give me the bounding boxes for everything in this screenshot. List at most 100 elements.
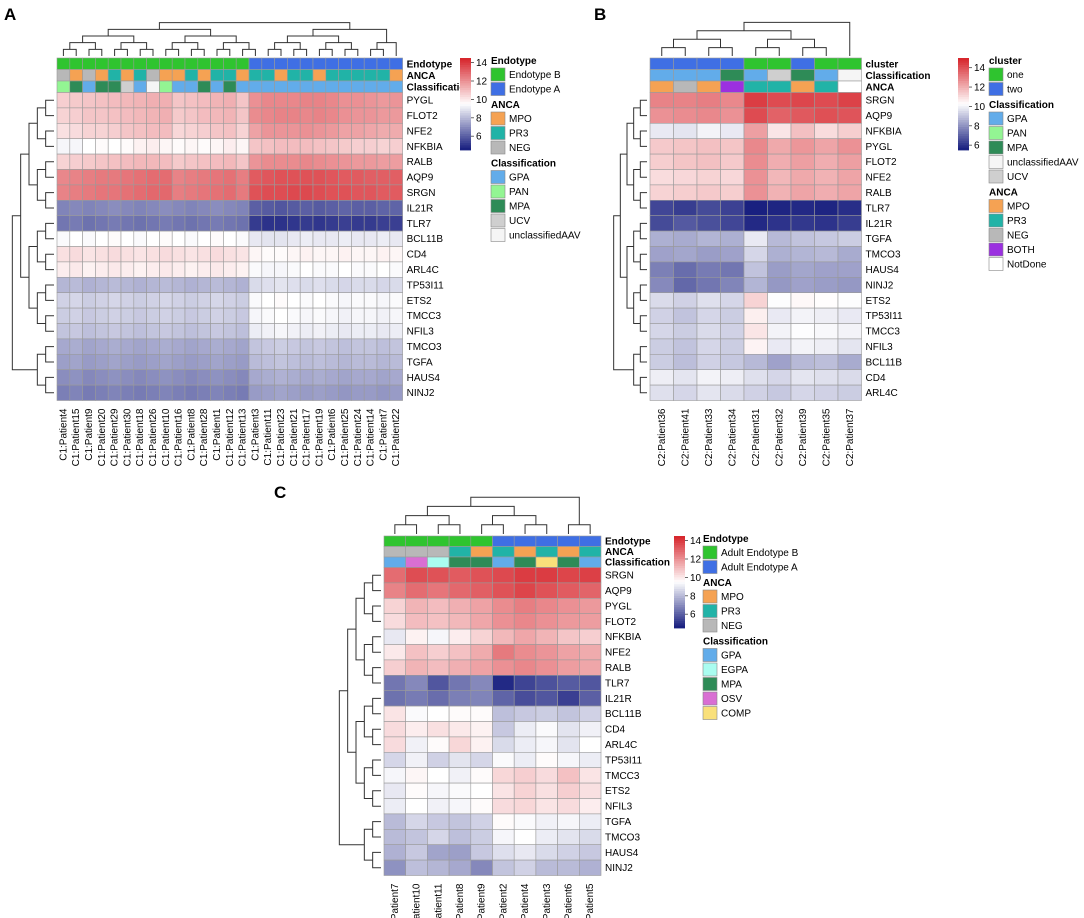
row-label: ARL4C — [866, 388, 898, 399]
heatmap-cell — [578, 721, 602, 738]
column-dendrogram-branch — [481, 524, 504, 534]
heatmap-cell — [248, 184, 263, 201]
color-scale-segment — [674, 575, 685, 578]
column-dendrogram-branch — [673, 38, 721, 48]
heatmap-cell — [184, 107, 199, 124]
heatmap-cell — [159, 123, 173, 140]
legend-swatch — [490, 199, 506, 213]
heatmap-cell — [427, 690, 450, 707]
heatmap-cell — [171, 338, 186, 355]
heatmap-cell — [448, 644, 472, 661]
heatmap-cell — [69, 261, 83, 278]
column-label: Patient11 — [433, 883, 444, 918]
legend-title: ANCA — [703, 578, 732, 589]
heatmap-cell — [146, 138, 160, 155]
color-scale-segment — [460, 106, 471, 109]
legend-swatch — [988, 111, 1004, 126]
color-scale-segment — [460, 143, 471, 146]
heatmap-cell — [376, 353, 391, 370]
color-scale-segment — [674, 605, 685, 608]
color-scale-segment — [460, 117, 471, 121]
heatmap-cell — [673, 353, 698, 370]
panel-c: CEndotypeANCAClassificationSRGNAQP9PYGLF… — [274, 483, 799, 918]
annotation-cell — [95, 80, 109, 93]
heatmap-cell — [120, 384, 135, 401]
heatmap-cell — [578, 844, 602, 861]
heatmap-cell — [210, 338, 224, 355]
heatmap-cell — [287, 323, 301, 340]
heatmap-cell — [248, 307, 263, 324]
color-scale-segment — [958, 108, 969, 112]
annotation-cell — [557, 535, 580, 547]
row-dendrogram-branch — [639, 284, 647, 301]
annotation-cell — [171, 80, 186, 93]
heatmap-cell — [274, 276, 288, 293]
heatmap-cell — [767, 200, 792, 217]
annotation-cell — [197, 69, 211, 82]
heatmap-cell — [95, 123, 109, 140]
color-scale-segment — [958, 76, 969, 80]
heatmap-cell — [376, 230, 391, 247]
heatmap-cell — [312, 353, 327, 370]
heatmap-cell — [696, 369, 721, 386]
annotation-cell — [223, 69, 237, 82]
row-label: ETS2 — [407, 296, 432, 307]
heatmap-cell — [405, 674, 428, 691]
annotation-cell — [351, 80, 365, 93]
heatmap-cell — [720, 323, 745, 340]
heatmap-cell — [184, 384, 199, 401]
heatmap-cell — [325, 169, 339, 186]
heatmap-cell — [210, 246, 224, 263]
annotation-cell — [649, 57, 674, 70]
color-scale-segment — [958, 147, 969, 151]
legend-label: MPO — [721, 592, 744, 603]
heatmap-cell — [107, 353, 122, 370]
heatmap-cell — [513, 767, 537, 784]
heatmap-cell — [312, 230, 327, 247]
heatmap-cell — [248, 338, 263, 355]
heatmap-cell — [696, 307, 721, 324]
heatmap-cell — [197, 138, 211, 155]
row-label: CD4 — [407, 250, 427, 261]
color-scale-tick-label: 14 — [690, 536, 702, 547]
heatmap-cell — [363, 307, 378, 324]
heatmap-cell — [210, 184, 224, 201]
heatmap-cell — [470, 567, 493, 584]
heatmap-cell — [363, 276, 378, 293]
heatmap-cell — [470, 690, 493, 707]
heatmap-cell — [696, 338, 721, 355]
heatmap-cell — [696, 169, 721, 186]
heatmap-cell — [492, 674, 515, 691]
column-label: C1:Patient18 — [135, 408, 146, 466]
heatmap-cell — [837, 138, 862, 155]
heatmap-cell — [720, 184, 745, 201]
heatmap-cell — [223, 276, 237, 293]
heatmap-cell — [338, 369, 352, 386]
heatmap-cell — [814, 215, 839, 232]
color-scale-segment — [958, 131, 969, 135]
heatmap-cell — [210, 169, 224, 186]
row-label: IL21R — [407, 203, 434, 214]
annotation-cell — [235, 69, 250, 82]
annotation-cell — [376, 80, 391, 93]
heatmap-cell — [312, 307, 327, 324]
heatmap-cell — [159, 169, 173, 186]
heatmap-cell — [837, 369, 862, 386]
heatmap-cell — [274, 246, 288, 263]
heatmap-cell — [383, 567, 407, 584]
heatmap-cell — [274, 92, 288, 109]
column-label: C2:Patient33 — [704, 408, 715, 466]
heatmap-cell — [69, 107, 83, 124]
annotation-cell — [107, 80, 122, 93]
row-label: HAUS4 — [407, 373, 441, 384]
heatmap-cell — [673, 215, 698, 232]
heatmap-cell — [312, 338, 327, 355]
heatmap-cell — [535, 705, 558, 722]
column-label: Patient8 — [455, 883, 466, 918]
heatmap-cell — [557, 844, 580, 861]
color-scale-segment — [958, 81, 969, 84]
row-dendrogram-branch — [372, 759, 381, 776]
color-scale-segment — [674, 552, 685, 555]
column-dendrogram-branch — [184, 35, 237, 43]
column-label: C1:Patient11 — [263, 408, 274, 466]
